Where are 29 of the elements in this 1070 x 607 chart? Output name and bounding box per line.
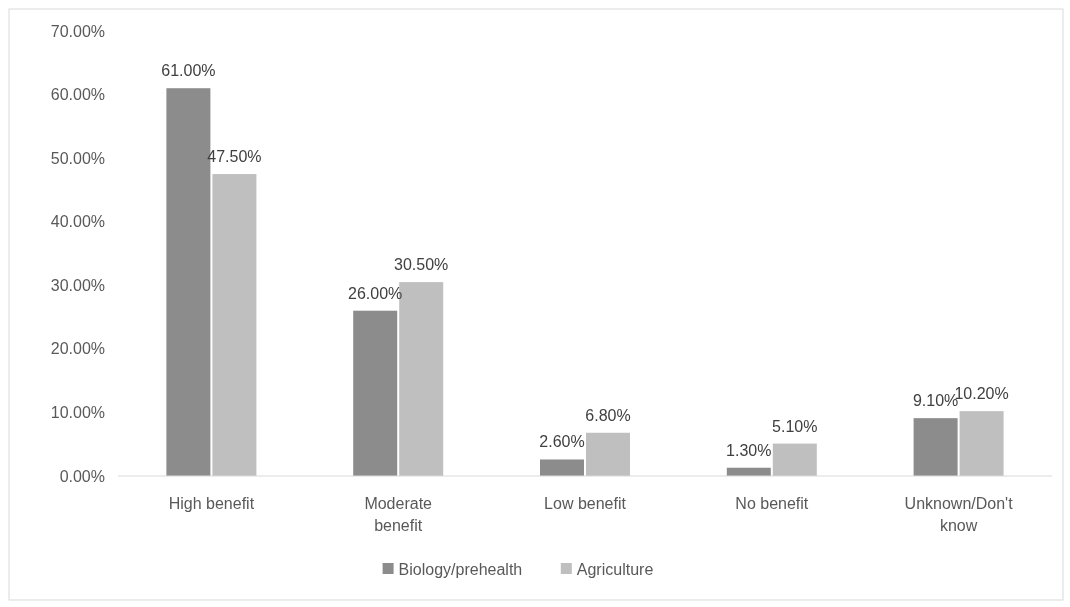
y-tick-label: 10.00% bbox=[50, 404, 105, 422]
y-tick-label: 50.00% bbox=[50, 149, 105, 167]
data-label: 30.50% bbox=[394, 256, 449, 274]
data-label: 6.80% bbox=[585, 406, 631, 424]
y-tick-label: 70.00% bbox=[50, 22, 105, 40]
x-tick-label: No benefit bbox=[735, 495, 809, 512]
data-label: 26.00% bbox=[348, 284, 403, 302]
y-tick-label: 20.00% bbox=[50, 340, 105, 358]
x-tick-label: Unknown/Don't know bbox=[904, 495, 1014, 534]
y-tick-label: 0.00% bbox=[59, 467, 105, 485]
legend-label: Biology/prehealth bbox=[398, 560, 523, 578]
y-tick-label: 40.00% bbox=[50, 213, 105, 231]
x-tick-label: Low benefit bbox=[544, 495, 627, 512]
data-label: 2.60% bbox=[539, 433, 585, 451]
data-label: 5.10% bbox=[772, 417, 818, 435]
bar bbox=[772, 443, 817, 476]
data-label: 61.00% bbox=[161, 62, 216, 80]
bar bbox=[959, 411, 1004, 476]
y-tick-label: 30.00% bbox=[50, 276, 105, 294]
bar bbox=[540, 459, 584, 476]
bar bbox=[212, 174, 257, 476]
legend-label: Agriculture bbox=[576, 560, 654, 578]
data-label: 1.30% bbox=[726, 441, 772, 459]
x-tick-label: Moderate benefit bbox=[364, 495, 433, 534]
y-tick-label: 60.00% bbox=[50, 86, 105, 104]
x-tick-label: High benefit bbox=[168, 495, 255, 512]
bar bbox=[913, 418, 958, 476]
bar bbox=[353, 310, 398, 476]
bar bbox=[586, 432, 630, 476]
